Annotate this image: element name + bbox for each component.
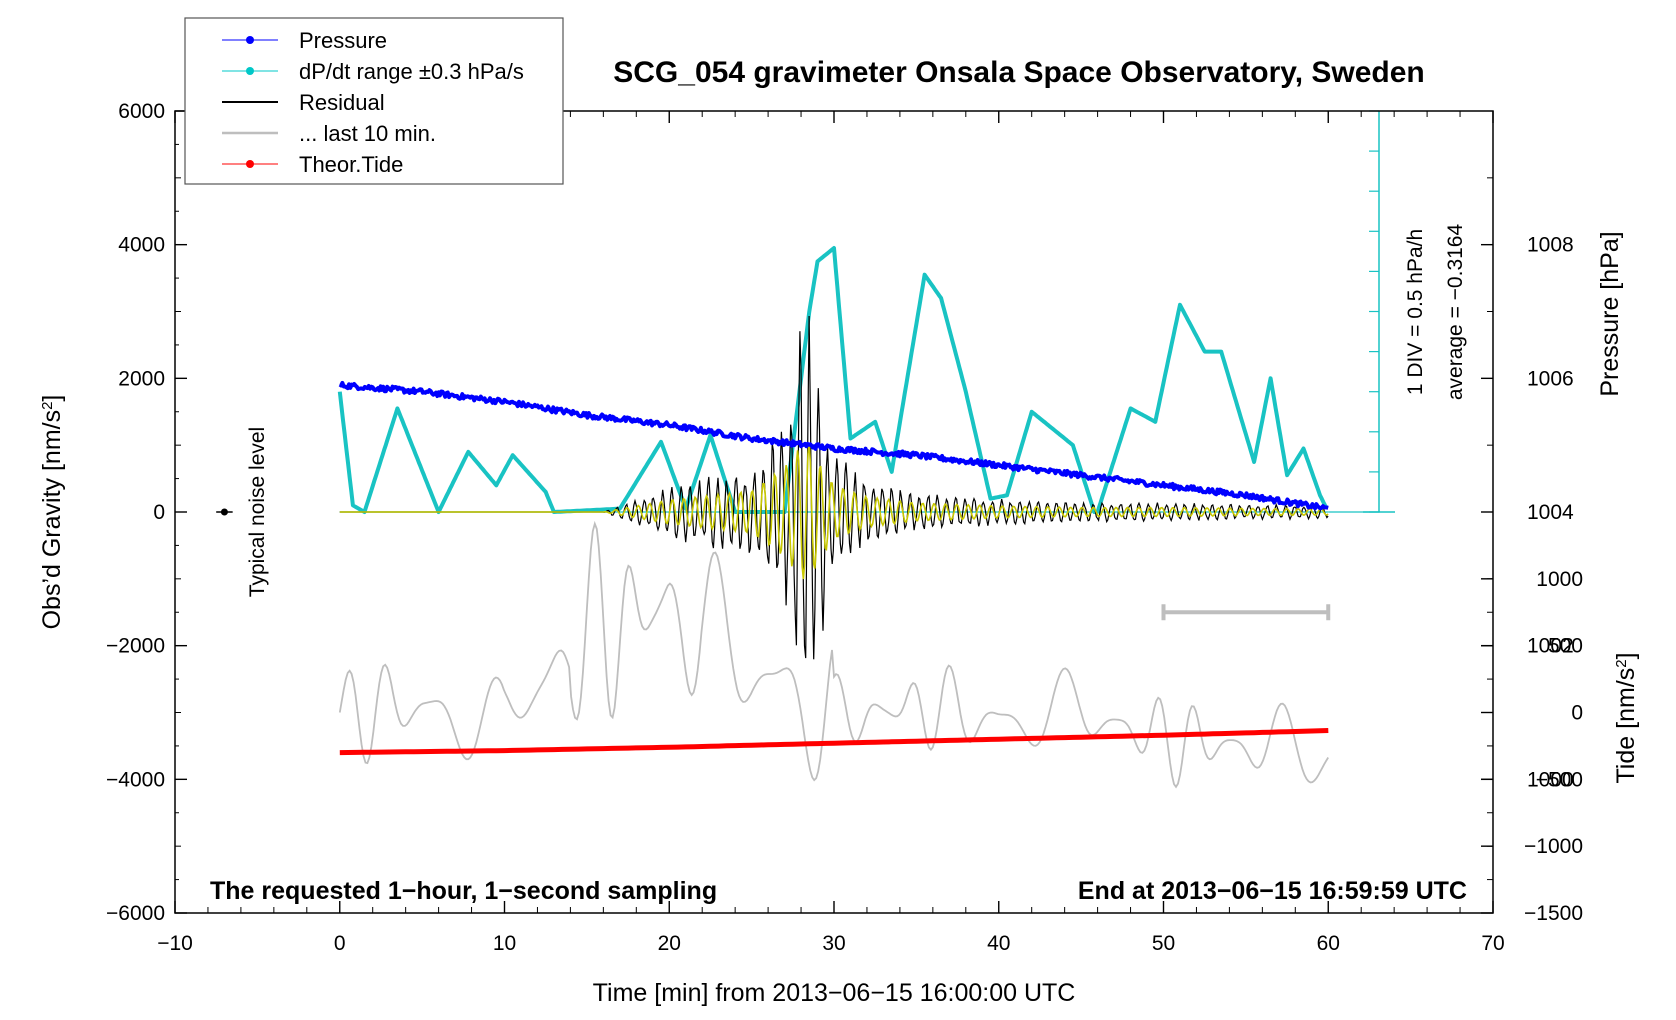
pressure-tick-label: 1004: [1527, 501, 1574, 524]
noise-level-dot: [220, 508, 228, 516]
y-axis-title-left-close: ]: [38, 395, 66, 402]
x-tick-label: 70: [1481, 932, 1504, 955]
y-axis-title-pressure: Pressure [hPa]: [1596, 231, 1624, 396]
pressure-tick-label: 1008: [1527, 234, 1574, 257]
y-left-tick-label: 2000: [118, 367, 165, 390]
legend-marker-0: [246, 36, 254, 44]
pressure-tick-label: 1000: [1527, 768, 1574, 791]
x-tick-label: −10: [157, 932, 193, 955]
tick-labels-layer: −10 0 10 20 30 40 50 60 70 6000 4000 2000 0 −2000 −400…: [106, 100, 1583, 955]
x-tick-label: 20: [658, 932, 681, 955]
legend-label-4: Theor.Tide: [299, 152, 403, 177]
legend-marker-4: [246, 160, 254, 168]
legend-label-0: Pressure: [299, 28, 387, 53]
sampling-note: The requested 1−hour, 1−second sampling: [210, 877, 717, 905]
noise-level-label: Typical noise level: [246, 427, 269, 597]
tide-tick-label: −500: [1536, 768, 1583, 791]
series-dpdt: [337, 246, 1329, 514]
x-tick-label: 40: [987, 932, 1010, 955]
y-left-tick-label: −4000: [106, 768, 165, 791]
pressure-tick-label: 1006: [1527, 367, 1574, 390]
pressure-tick-label: 1002: [1527, 635, 1574, 658]
y-left-tick-label: −6000: [106, 902, 165, 925]
y-axis-title-tide-sup: 2: [1613, 659, 1630, 667]
y-left-tick-label: 0: [153, 501, 165, 524]
series-theor-tide: [339, 728, 1329, 756]
end-time-note: End at 2013−06−15 16:59:59 UTC: [1078, 877, 1467, 905]
axis-ticks-layer: [174, 110, 1494, 914]
x-tick-label: 30: [822, 932, 845, 955]
tide-tick-label: −1500: [1524, 902, 1583, 925]
x-tick-label: 10: [493, 932, 516, 955]
y-left-tick-label: 6000: [118, 100, 165, 123]
y-left-tick-label: 4000: [118, 234, 165, 257]
legend-label-3: ... last 10 min.: [299, 121, 436, 146]
x-tick-label: 60: [1317, 932, 1340, 955]
legend: Pressure dP/dt range ±0.3 hPa/s Residual..…: [184, 17, 564, 185]
tide-tick-label: 500: [1548, 635, 1583, 658]
series-filtered: [339, 443, 1329, 580]
legend-label-1: dP/dt range ±0.3 hPa/s: [299, 59, 524, 84]
dpdt-average-label: average = −0.3164: [1444, 224, 1467, 401]
dpdt-scale-label: 1 DIV = 0.5 hPa/h: [1404, 229, 1427, 395]
chart-title: SCG_054 gravimeter Onsala Space Observat…: [613, 56, 1425, 89]
y-axis-title-tide-main: Tide [nm/s: [1612, 668, 1640, 784]
y-axis-title-tide-close: ]: [1612, 652, 1640, 659]
y-left-tick-label: −2000: [106, 635, 165, 658]
y-axis-title-left-main: Obs’d Gravity [nm/s: [38, 410, 66, 630]
y-axis-title-left: Obs’d Gravity [nm/s2]: [38, 395, 66, 630]
series-last-10-min: [338, 520, 1329, 789]
x-tick-label: 50: [1152, 932, 1175, 955]
x-axis-title: Time [min] from 2013−06−15 16:00:00 UTC: [593, 979, 1076, 1007]
legend-label-2: Residual: [299, 90, 385, 115]
tide-tick-label: 1000: [1536, 568, 1583, 591]
data-series-layer: [216, 110, 1395, 789]
tide-tick-label: −1000: [1524, 835, 1583, 858]
y-axis-title-left-sup: 2: [39, 402, 56, 410]
y-axis-title-tide: Tide [nm/s2]: [1612, 652, 1640, 783]
tide-tick-label: 0: [1571, 702, 1583, 725]
x-tick-label: 0: [334, 932, 346, 955]
series-pressure: [338, 380, 1329, 511]
legend-marker-1: [246, 67, 254, 75]
